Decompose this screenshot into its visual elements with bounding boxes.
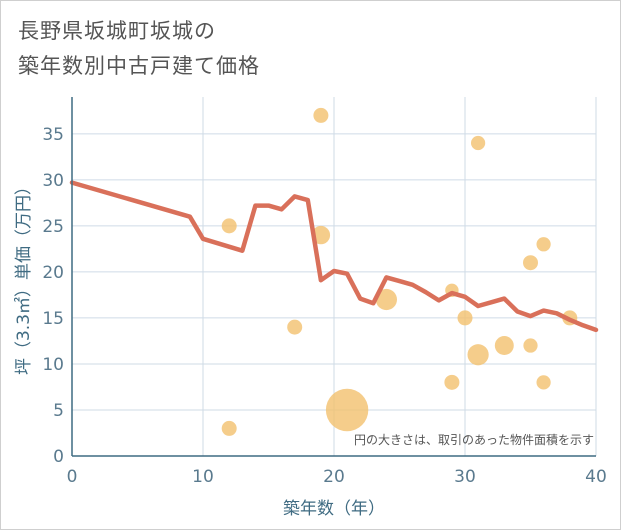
x-tick-label: 10 (192, 467, 214, 487)
x-axis-label: 築年数（年） (283, 499, 385, 519)
y-tick-label: 0 (53, 447, 64, 467)
y-axis-label: 坪（3.3㎡）単価（万円） (14, 178, 34, 375)
x-tick-label: 0 (67, 467, 78, 487)
data-bubble (467, 344, 489, 366)
y-tick-label: 5 (53, 401, 64, 421)
chart-title-line-1: 長野県坂城町坂城の (18, 19, 216, 43)
data-bubble (470, 135, 486, 151)
data-bubble (287, 319, 303, 335)
data-bubble (457, 310, 473, 326)
y-tick-label: 25 (42, 217, 64, 237)
tick-labels: 0 5 10 15 20 25 30 35 0 10 20 30 40 (42, 125, 606, 487)
trend-line (69, 180, 599, 333)
y-tick-label: 10 (42, 355, 64, 375)
data-bubble (444, 374, 460, 390)
data-bubble (494, 336, 514, 356)
data-bubble (221, 218, 237, 234)
data-bubble (523, 338, 538, 353)
data-bubble (313, 107, 329, 123)
x-tick-label: 20 (323, 467, 345, 487)
data-bubble (523, 255, 538, 271)
data-bubble (375, 288, 398, 311)
chart-title-line-2: 築年数別中古戸建て価格 (18, 54, 260, 78)
data-bubble (221, 420, 237, 436)
y-tick-label: 15 (42, 309, 64, 329)
trend-line-group (69, 180, 599, 333)
y-tick-label: 30 (42, 171, 64, 191)
x-tick-label: 40 (585, 467, 607, 487)
x-tick-label: 30 (454, 467, 476, 487)
data-bubble (536, 237, 551, 252)
chart-title: 長野県坂城町坂城の 築年数別中古戸建て価格 (18, 14, 260, 84)
bubbles (221, 107, 578, 436)
y-tick-label: 20 (42, 263, 64, 283)
y-tick-label: 35 (42, 125, 64, 145)
data-bubble (325, 388, 369, 432)
data-bubble (536, 375, 551, 390)
bubble-size-note: 円の大きさは、取引のあった物件面積を示す (354, 432, 594, 447)
axes (71, 97, 596, 457)
